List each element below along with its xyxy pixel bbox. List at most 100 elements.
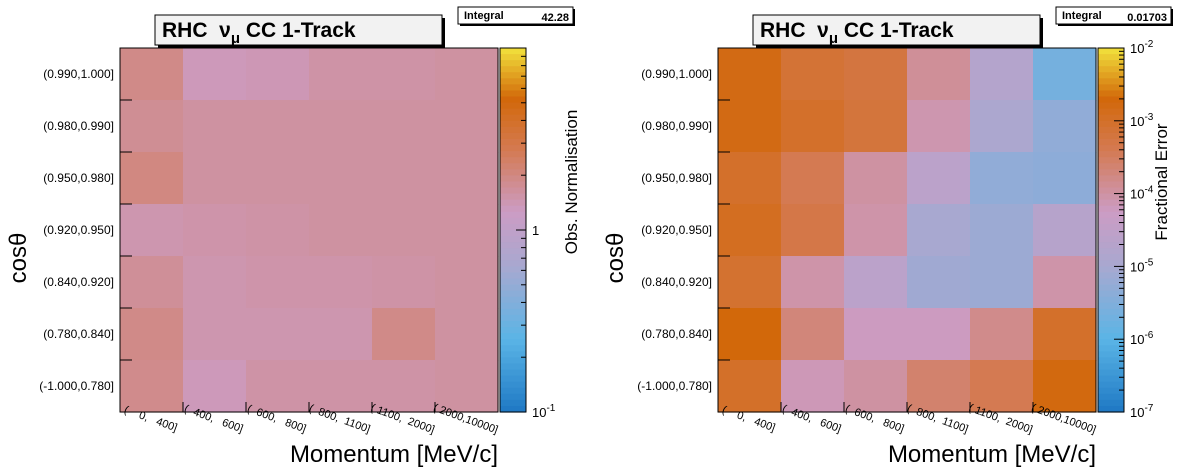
colorbar-segment bbox=[1098, 96, 1124, 104]
heatmap-cell bbox=[183, 256, 247, 309]
heatmap-cell bbox=[372, 152, 436, 205]
y-tick-label: (0.990,1.000] bbox=[43, 67, 114, 81]
y-tick-label: (0.980,0.990] bbox=[43, 119, 114, 133]
y-tick-label: (-1.000,0.780] bbox=[637, 379, 712, 393]
colorbar-segment bbox=[1098, 90, 1124, 98]
colorbar-segment bbox=[1098, 223, 1124, 231]
colorbar-tick-label: 10-5 bbox=[1130, 257, 1154, 274]
colorbar-segment bbox=[500, 163, 526, 170]
heatmap-cell bbox=[309, 256, 373, 309]
y-tick-label: (0.780,0.840] bbox=[43, 327, 114, 341]
colorbar-segment bbox=[1098, 139, 1124, 146]
colorbar-segment bbox=[1098, 302, 1124, 310]
colorbar-segment bbox=[1098, 369, 1124, 377]
colorbar-segment bbox=[1098, 242, 1124, 249]
colorbar-segment bbox=[500, 114, 526, 122]
colorbar-segment bbox=[1098, 126, 1124, 134]
colorbar-segment bbox=[1098, 236, 1124, 243]
heatmap-cell bbox=[246, 48, 310, 101]
heatmap-cell bbox=[120, 100, 184, 153]
colorbar-segment bbox=[500, 90, 526, 98]
y-tick-label: (0.840,0.920] bbox=[43, 275, 114, 289]
colorbar-segment bbox=[500, 211, 526, 219]
colorbar-segment bbox=[1098, 199, 1124, 207]
colorbar-segment bbox=[1098, 181, 1124, 189]
colorbar-segment bbox=[1098, 120, 1124, 128]
colorbar-segment bbox=[500, 175, 526, 183]
heatmap-cell bbox=[435, 308, 499, 361]
colorbar-segment bbox=[500, 333, 526, 340]
colorbar-segment bbox=[1098, 193, 1124, 201]
heatmap-cell bbox=[1033, 152, 1097, 205]
colorbar-segment bbox=[1098, 132, 1124, 140]
colorbar-segment bbox=[500, 230, 526, 237]
colorbar-segment bbox=[500, 60, 526, 67]
colorbar-segment bbox=[1098, 266, 1124, 274]
heatmap-cell bbox=[246, 360, 310, 413]
heatmap-cell bbox=[435, 48, 499, 101]
heatmap-cell bbox=[246, 308, 310, 361]
colorbar-segment bbox=[500, 236, 526, 243]
colorbar-segment bbox=[1098, 230, 1124, 237]
heatmap-cell bbox=[246, 204, 310, 257]
heatmap-cell bbox=[120, 360, 184, 413]
stats-label: Integral bbox=[1062, 10, 1102, 22]
colorbar-segment bbox=[500, 72, 526, 79]
colorbar-segment bbox=[500, 405, 526, 413]
colorbar-segment bbox=[1098, 260, 1124, 267]
colorbar-segment bbox=[1098, 405, 1124, 413]
y-tick-label: (0.980,0.990] bbox=[641, 119, 712, 133]
colorbar-segment bbox=[500, 96, 526, 104]
heatmap-cell bbox=[435, 204, 499, 257]
heatmap-cell bbox=[970, 48, 1034, 101]
y-tick-label: (0.990,1.000] bbox=[641, 67, 712, 81]
colorbar-segment bbox=[1098, 84, 1124, 92]
heatmap-cell bbox=[309, 308, 373, 361]
colorbar-tick-label: 10-6 bbox=[1130, 330, 1154, 347]
x-axis-title: Momentum [MeV/c] bbox=[888, 441, 1096, 468]
colorbar-segment bbox=[1098, 333, 1124, 340]
colorbar-segment bbox=[500, 139, 526, 146]
heatmap-cell bbox=[970, 256, 1034, 309]
colorbar-title: Obs. Normalisation bbox=[562, 110, 581, 255]
heatmap-cells bbox=[120, 48, 499, 413]
colorbar-segment bbox=[1098, 60, 1124, 67]
heatmap-cell bbox=[907, 100, 971, 153]
colorbar-segment bbox=[1098, 54, 1124, 61]
colorbar-segment bbox=[500, 314, 526, 322]
heatmap-cell bbox=[246, 100, 310, 153]
colorbar-segment bbox=[1098, 211, 1124, 219]
heatmap-cell bbox=[309, 48, 373, 101]
heatmap-cell bbox=[718, 48, 782, 101]
heatmap-cell bbox=[718, 152, 782, 205]
heatmap-cell bbox=[781, 308, 845, 361]
heatmap-cells bbox=[718, 48, 1097, 413]
heatmap-cell bbox=[183, 204, 247, 257]
heatmap-cell bbox=[183, 48, 247, 101]
heatmap-cell bbox=[183, 100, 247, 153]
heatmap-cell bbox=[372, 48, 436, 101]
colorbar-segment bbox=[500, 248, 526, 255]
heatmap-cell bbox=[120, 308, 184, 361]
colorbar-segment bbox=[500, 284, 526, 292]
chart-title: RHC νμ CC 1-Track bbox=[760, 19, 954, 47]
heatmap-cell bbox=[718, 100, 782, 153]
stats-value: 0.01703 bbox=[1127, 12, 1167, 24]
colorbar-segment bbox=[500, 217, 526, 225]
colorbar-frame bbox=[1097, 47, 1125, 413]
colorbar-segment bbox=[1098, 145, 1124, 152]
heatmap-cell bbox=[372, 256, 436, 309]
colorbar-segment bbox=[500, 327, 526, 334]
heatmap-cell bbox=[372, 360, 436, 413]
heatmap-cell bbox=[120, 152, 184, 205]
colorbar-segment bbox=[1098, 205, 1124, 213]
colorbar-segment bbox=[500, 369, 526, 377]
heatmap-cell bbox=[781, 100, 845, 153]
fractional-error-panel: (0.990,1.000] (0.980,0.990] (0.950,0.980] (… bbox=[602, 6, 1173, 468]
heatmap-cell bbox=[907, 48, 971, 101]
heatmap-cell bbox=[844, 256, 908, 309]
colorbar-segment bbox=[1098, 339, 1124, 346]
heatmap-cell bbox=[718, 204, 782, 257]
colorbar-segment bbox=[1098, 381, 1124, 389]
stats-box bbox=[1055, 6, 1172, 25]
